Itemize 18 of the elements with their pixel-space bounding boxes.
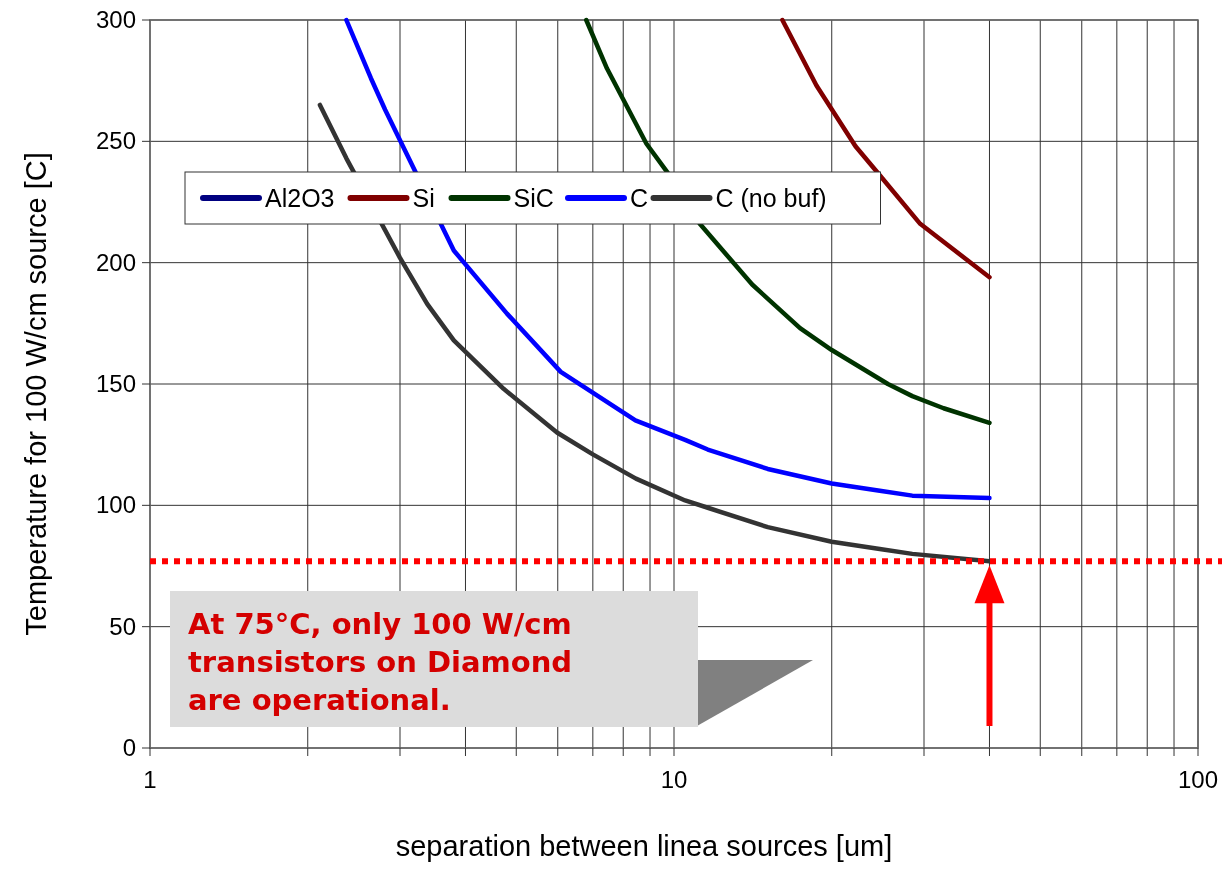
x-tick-label: 10 [660, 766, 688, 793]
x-tick-label: 1 [143, 766, 157, 793]
legend-label: Al2O3 [265, 184, 335, 212]
legend-label: C [630, 184, 649, 212]
x-axis-title: separation between linea sources [um] [395, 830, 893, 862]
y-axis-title: Temperature for 100 W/cm source [C] [20, 152, 52, 636]
annotation: At 75°C, only 100 W/cm transistors on Diamond are operational. [188, 607, 573, 717]
y-tick-label: 150 [95, 370, 136, 397]
y-tick-label: 250 [95, 127, 136, 155]
legend-label: SiC [513, 184, 554, 212]
legend-label: Si [412, 184, 435, 212]
y-tick-label: 50 [109, 612, 136, 640]
y-tick-label: 300 [95, 6, 136, 33]
x-tick-label: 100 [1177, 766, 1219, 793]
legend-label: C (no buf) [715, 184, 827, 212]
y-tick-label: 100 [95, 491, 136, 519]
y-tick-label: 0 [122, 734, 136, 761]
y-tick-label: 200 [95, 248, 136, 276]
